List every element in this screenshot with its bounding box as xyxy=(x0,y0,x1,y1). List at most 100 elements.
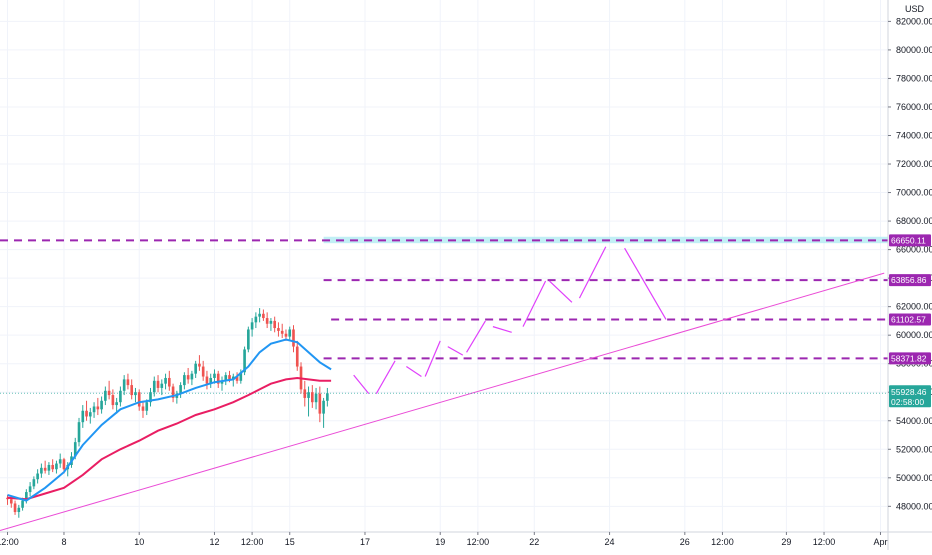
candle-body xyxy=(247,329,250,350)
projection-segment[interactable] xyxy=(406,366,422,378)
x-tick-label: 12:00 xyxy=(241,537,264,547)
candle-body xyxy=(171,386,175,398)
candle-body xyxy=(62,459,66,470)
y-tick-label: 60000.00 xyxy=(896,330,932,340)
y-tick-label: 62000.00 xyxy=(896,302,932,312)
candle-body xyxy=(295,346,299,367)
candle-body xyxy=(265,318,269,324)
candle-body xyxy=(9,499,13,504)
candle-body xyxy=(77,422,81,443)
candle-body xyxy=(220,380,224,384)
projection-segment[interactable] xyxy=(375,360,396,394)
candle-body xyxy=(228,375,231,380)
projection-segment[interactable] xyxy=(466,320,486,353)
candle-body xyxy=(231,376,235,380)
candle-body xyxy=(288,329,292,337)
x-tick-label: Apr xyxy=(873,537,887,547)
candle-body xyxy=(152,380,156,393)
ema-slow-line xyxy=(7,376,332,501)
candle-body xyxy=(277,328,280,331)
candle-body xyxy=(141,406,145,411)
trendline[interactable] xyxy=(0,272,885,532)
time-axis-panel[interactable] xyxy=(0,532,932,550)
y-tick-label: 50000.00 xyxy=(896,473,932,483)
candle-body xyxy=(284,333,288,337)
x-tick-label: 12:00 xyxy=(467,537,490,547)
candle-body xyxy=(21,500,24,508)
candle-body xyxy=(262,313,265,319)
candle-body xyxy=(160,383,164,388)
x-tick-label: 24 xyxy=(605,537,615,547)
y-tick-label: 70000.00 xyxy=(896,188,932,198)
candle-body xyxy=(43,467,47,471)
x-tick-label: 12:00 xyxy=(0,537,19,547)
candle-body xyxy=(100,400,103,410)
candle-body xyxy=(28,486,32,493)
level-price-label: 61102.57 xyxy=(891,314,926,324)
currency-label: USD xyxy=(905,4,925,14)
x-tick-label: 22 xyxy=(529,537,539,547)
candle-body xyxy=(194,363,197,374)
x-tick-label: 17 xyxy=(360,537,370,547)
level-price-label: 63856.86 xyxy=(891,275,927,285)
projection-segment[interactable] xyxy=(447,346,464,356)
projection-segment[interactable] xyxy=(578,246,607,299)
y-tick-label: 54000.00 xyxy=(896,416,932,426)
last-price-badge[interactable] xyxy=(889,385,931,408)
candle-body xyxy=(137,392,141,407)
candle-body xyxy=(13,503,17,513)
x-tick-label: 12:00 xyxy=(813,537,836,547)
candles xyxy=(6,308,329,518)
candle-body xyxy=(318,393,322,414)
projection-segment[interactable] xyxy=(492,326,512,333)
candle-body xyxy=(122,379,126,391)
candle-body xyxy=(156,380,160,388)
level-price-badge[interactable] xyxy=(889,313,931,326)
candle-body xyxy=(292,329,295,347)
y-tick-label: 80000.00 xyxy=(896,45,932,55)
projection-segment[interactable] xyxy=(548,280,573,303)
y-tick-label: 52000.00 xyxy=(896,444,932,454)
candle-body xyxy=(55,463,58,470)
candle-body xyxy=(58,459,62,464)
projection-segment[interactable] xyxy=(353,374,370,395)
level-price-badge[interactable] xyxy=(889,274,931,287)
x-tick-label: 12 xyxy=(209,537,219,547)
y-tick-label: 76000.00 xyxy=(896,102,932,112)
drawings-layer[interactable] xyxy=(0,236,888,532)
candle-body xyxy=(145,402,149,411)
level-price-badge[interactable] xyxy=(889,234,931,247)
candle-body xyxy=(243,349,246,373)
candle-body xyxy=(85,410,88,417)
y-tick-label: 82000.00 xyxy=(896,16,932,26)
projection-segment[interactable] xyxy=(424,340,441,377)
bar-countdown: 02:58:00 xyxy=(891,397,924,407)
level-price-badge[interactable] xyxy=(889,352,931,365)
candle-body xyxy=(119,390,122,403)
ema-fast-line xyxy=(7,338,332,502)
candle-body xyxy=(107,390,111,396)
y-tick-label: 74000.00 xyxy=(896,130,932,140)
candle-body xyxy=(314,393,318,403)
candle-body xyxy=(190,373,194,380)
candle-body xyxy=(198,363,201,367)
projection-segment[interactable] xyxy=(624,247,667,320)
candle-body xyxy=(254,316,258,323)
candle-body xyxy=(310,392,314,403)
candle-body xyxy=(51,464,54,470)
candle-body xyxy=(104,390,107,401)
candle-body xyxy=(149,392,152,403)
x-tick-label: 26 xyxy=(680,537,690,547)
candle-body xyxy=(209,377,213,384)
candle-body xyxy=(307,392,310,398)
projection-segment[interactable] xyxy=(522,280,547,327)
candle-body xyxy=(25,492,28,501)
candle-body xyxy=(303,389,307,398)
y-tick-label: 78000.00 xyxy=(896,73,932,83)
candle-body xyxy=(322,400,325,414)
candle-body xyxy=(126,379,130,386)
candle-body xyxy=(32,479,36,487)
candle-body xyxy=(250,322,254,330)
